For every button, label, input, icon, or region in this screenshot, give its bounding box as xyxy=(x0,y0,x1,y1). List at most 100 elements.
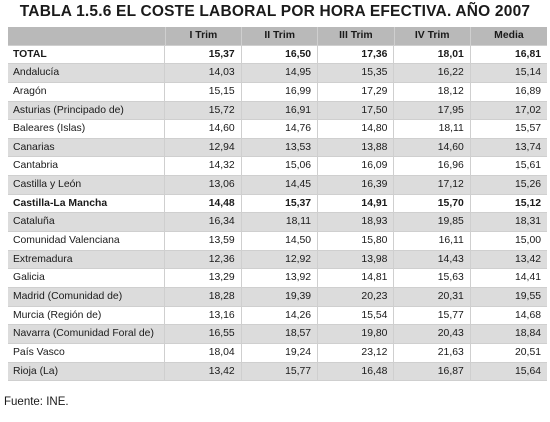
value-cell: 14,32 xyxy=(165,157,242,176)
value-cell: 16,22 xyxy=(394,64,471,82)
value-cell: 20,43 xyxy=(394,325,471,343)
value-cell: 15,35 xyxy=(318,64,395,82)
region-cell: Madrid (Comunidad de) xyxy=(8,287,166,306)
table-row: Comunidad Valenciana 13,59 14,50 15,80 16,11… xyxy=(8,232,547,251)
region-cell: Rioja (La) xyxy=(8,362,166,381)
value-cell: 13,88 xyxy=(318,138,395,157)
value-cell: 15,80 xyxy=(318,232,395,250)
value-cell: 13,42 xyxy=(515,253,542,265)
value-cell: 19,80 xyxy=(318,325,395,343)
value-cell: 14,41 xyxy=(515,272,542,284)
region-cell: Castilla-La Mancha xyxy=(8,194,166,213)
value-cell: 14,50 xyxy=(242,232,319,250)
value-cell: 13,29 xyxy=(165,269,242,287)
value-cell: 14,45 xyxy=(242,176,319,194)
table-title: TABLA 1.5.6 EL COSTE LABORAL POR HORA EF… xyxy=(19,3,531,20)
value-cell: 16,99 xyxy=(242,82,319,101)
value-cell: 17,95 xyxy=(394,101,471,120)
region-cell: Baleares (Islas) xyxy=(8,120,166,138)
table-row: Cantabria 14,32 15,06 16,09 16,96 15,61 xyxy=(8,157,547,177)
value-cell: 19,39 xyxy=(242,287,319,306)
region-cell: Andalucía xyxy=(8,64,166,82)
value-cell: 20,23 xyxy=(318,287,395,306)
value-cell: 14,81 xyxy=(318,269,395,287)
value-cell: 15,61 xyxy=(515,160,542,172)
value-cell: 15,37 xyxy=(165,45,242,64)
header-cell: I Trim xyxy=(166,27,243,45)
table-row: Canarias 12,94 13,53 13,88 14,60 13,74 xyxy=(8,138,547,158)
table-row: Castilla-La Mancha 14,48 15,37 14,91 15,70 15… xyxy=(8,194,547,214)
value-cell: 18,12 xyxy=(394,82,471,101)
value-cell: 13,53 xyxy=(242,138,319,157)
value-cell: 16,81 xyxy=(515,48,542,60)
value-cell: 20,51 xyxy=(515,346,542,358)
header-cell: III Trim xyxy=(318,27,395,45)
value-cell: 13,98 xyxy=(318,250,395,269)
value-cell: 14,60 xyxy=(165,120,242,138)
value-cell: 14,60 xyxy=(394,138,471,157)
value-cell: 13,59 xyxy=(165,232,242,250)
table-body: TOTAL 15,37 16,50 17,36 18,01 16,81 Andalucía 1… xyxy=(8,45,547,382)
value-cell: 14,68 xyxy=(515,309,542,321)
value-cell: 15,14 xyxy=(515,67,542,79)
value-cell: 13,74 xyxy=(515,141,542,153)
header-cell: II Trim xyxy=(242,27,319,45)
value-cell: 18,11 xyxy=(242,213,319,232)
value-cell: 17,50 xyxy=(318,101,395,120)
value-cell: 15,06 xyxy=(242,157,319,176)
value-cell: 15,54 xyxy=(318,306,395,325)
value-cell: 18,11 xyxy=(394,120,471,138)
value-cell: 23,12 xyxy=(318,343,395,362)
value-cell: 14,95 xyxy=(242,64,319,82)
value-cell: 13,92 xyxy=(242,269,319,287)
value-cell: 15,15 xyxy=(165,82,242,101)
table-row: Rioja (La) 13,42 15,77 16,48 16,87 15,64 xyxy=(8,362,547,382)
region-cell: Murcia (Región de) xyxy=(8,306,166,325)
value-cell: 13,06 xyxy=(165,176,242,194)
region-cell: TOTAL xyxy=(8,45,166,64)
value-cell: 18,93 xyxy=(318,213,395,232)
value-cell: 14,80 xyxy=(318,120,395,138)
value-cell: 18,84 xyxy=(515,328,542,340)
value-cell: 13,42 xyxy=(165,362,242,381)
value-cell: 18,04 xyxy=(165,343,242,362)
value-cell: 12,92 xyxy=(242,250,319,269)
table-row: Andalucía 14,03 14,95 15,35 16,22 15,14 xyxy=(8,64,547,83)
value-cell: 16,48 xyxy=(318,362,395,381)
region-cell: Cataluña xyxy=(8,213,166,232)
value-cell: 13,16 xyxy=(165,306,242,325)
value-cell: 15,77 xyxy=(394,306,471,325)
region-cell: País Vasco xyxy=(8,343,166,362)
value-cell: 14,76 xyxy=(242,120,319,138)
region-cell: Castilla y León xyxy=(8,176,166,194)
region-cell: Extremadura xyxy=(8,250,166,269)
value-cell: 16,34 xyxy=(165,213,242,232)
value-cell: 18,57 xyxy=(242,325,319,343)
region-cell: Navarra (Comunidad Foral de) xyxy=(8,325,166,343)
header-cell: IV Trim xyxy=(395,27,471,45)
value-cell: 16,50 xyxy=(242,45,319,64)
source-note: Fuente: INE. xyxy=(4,396,69,408)
value-cell: 15,00 xyxy=(515,235,542,247)
table-row: País Vasco 18,04 19,24 23,12 21,63 20,51 xyxy=(8,343,547,363)
region-cell: Canarias xyxy=(8,138,166,157)
value-cell: 21,63 xyxy=(394,343,471,362)
value-cell: 15,72 xyxy=(165,101,242,120)
value-cell: 20,31 xyxy=(394,287,471,306)
value-cell: 15,70 xyxy=(394,194,471,213)
value-cell: 15,63 xyxy=(394,269,471,287)
value-cell: 17,12 xyxy=(394,176,471,194)
value-cell: 19,55 xyxy=(515,290,542,302)
value-cell: 14,91 xyxy=(318,194,395,213)
value-cell: 18,31 xyxy=(515,216,542,228)
table-row: Asturias (Principado de) 15,72 16,91 17,50 1… xyxy=(8,101,547,121)
value-cell: 14,26 xyxy=(242,306,319,325)
value-cell: 17,02 xyxy=(515,104,542,116)
value-cell: 16,91 xyxy=(242,101,319,120)
table-row: Aragón 15,15 16,99 17,29 18,12 16,89 xyxy=(8,82,547,102)
table-row: Baleares (Islas) 14,60 14,76 14,80 18,11 15,5… xyxy=(8,120,547,139)
table-row: Murcia (Región de) 13,16 14,26 15,54 15,77 14… xyxy=(8,306,547,326)
value-cell: 19,24 xyxy=(242,343,319,362)
value-cell: 12,36 xyxy=(165,250,242,269)
value-cell: 16,89 xyxy=(515,85,542,97)
